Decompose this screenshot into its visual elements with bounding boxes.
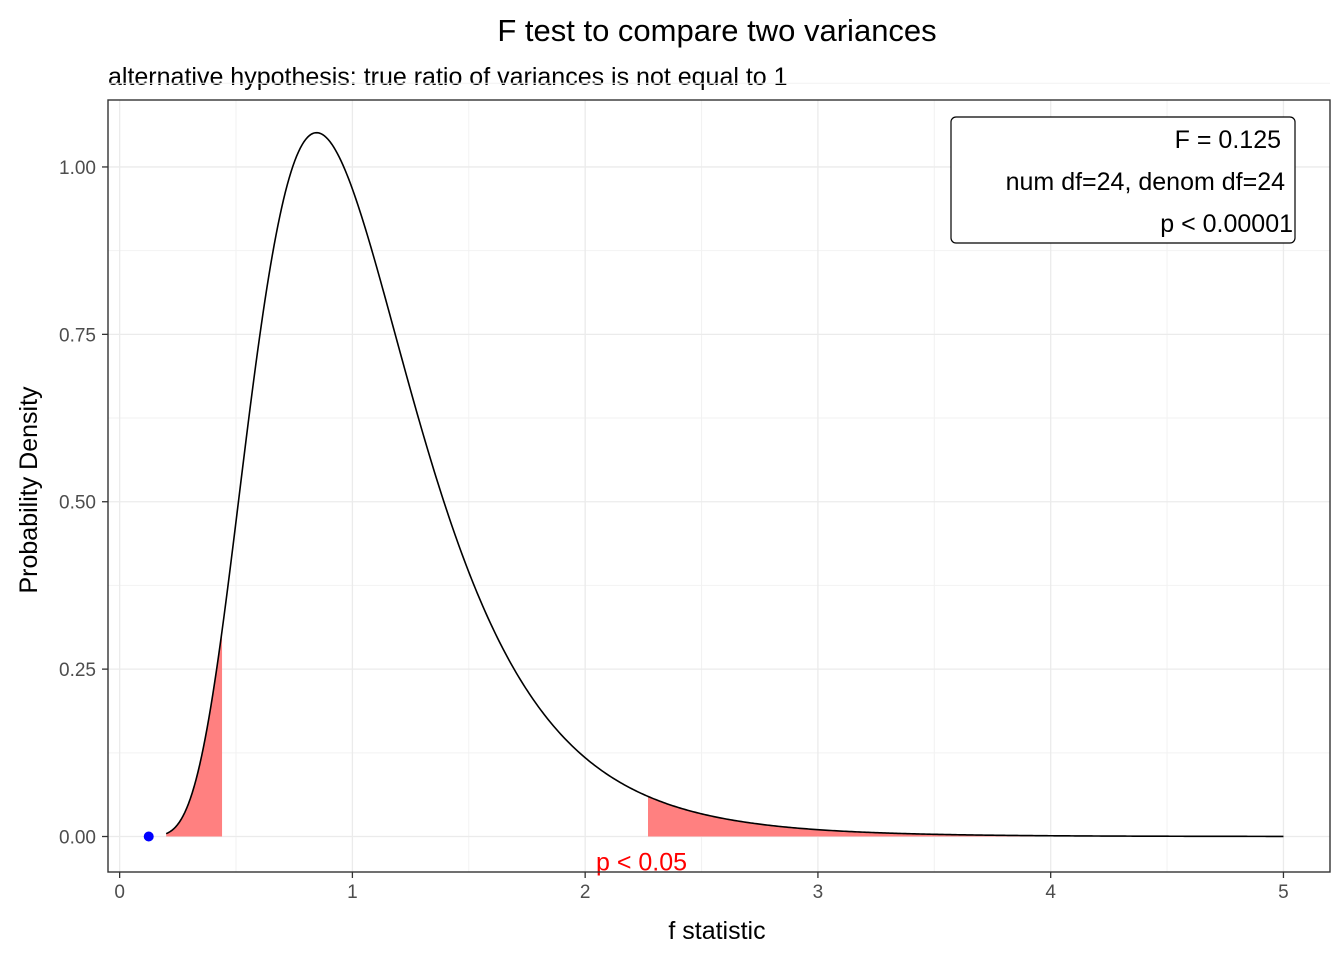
y-tick-label: 0.50 <box>59 493 96 514</box>
minor-gridlines <box>108 82 1330 872</box>
x-tick-label: 0 <box>114 882 125 903</box>
x-tick-label: 2 <box>580 882 591 903</box>
y-axis: 0.00 0.25 0.50 0.75 1.00 <box>59 158 108 849</box>
x-tick-label: 4 <box>1045 882 1056 903</box>
rejection-region <box>648 796 1284 837</box>
test-result-box: F = 0.125 num df=24, denom df=24 p < 0.0… <box>950 116 1296 244</box>
x-tick-label: 3 <box>813 882 824 903</box>
x-axis: 0 1 2 3 4 5 <box>114 872 1289 903</box>
y-tick-label: 0.25 <box>59 660 96 681</box>
y-tick-label: 0.00 <box>59 828 96 849</box>
plot-border <box>107 99 1331 873</box>
y-tick-label: 0.75 <box>59 325 96 346</box>
x-tick-label: 5 <box>1278 882 1289 903</box>
major-gridlines <box>108 100 1330 872</box>
test-result-box-frame <box>950 116 1296 244</box>
chart-title: F test to compare two variances <box>497 13 936 48</box>
rejection-region <box>166 630 223 837</box>
f-value-text: F = 0.125 <box>1175 126 1281 154</box>
density-curve <box>165 131 1284 838</box>
x-axis-title: f statistic <box>668 917 765 945</box>
chart-subtitle: alternative hypothesis: true ratio of va… <box>108 63 788 91</box>
x-tick-label: 1 <box>347 882 358 903</box>
p-value-text: p < 0.00001 <box>1160 210 1293 238</box>
y-tick-label: 1.00 <box>59 158 96 179</box>
y-axis-title: Probability Density <box>15 386 43 594</box>
degrees-of-freedom-text: num df=24, denom df=24 <box>1006 168 1285 196</box>
rejection-regions <box>166 630 1284 837</box>
observed-statistic-point <box>143 831 154 842</box>
